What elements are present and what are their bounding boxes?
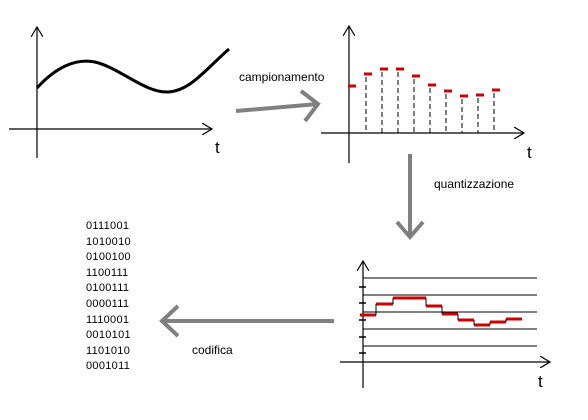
quantized-t-label: t [538,372,543,391]
analog-t-label: t [215,138,220,157]
binary-code: 1010010 [86,235,131,248]
binary-code: 1101010 [86,344,131,357]
quantization-levels [359,277,537,354]
binary-code: 0001011 [86,360,131,373]
binary-code: 0100111 [86,282,130,295]
sampling-arrow [235,89,321,123]
sampled-signal-panel [321,26,524,163]
quantized-steps [360,296,522,327]
binary-code: 0000111 [86,297,130,310]
binary-code: 0100100 [86,251,131,264]
quantized-signal-panel [340,261,550,388]
quantization-arrow [395,154,425,241]
sampling-label: campionamento [239,70,325,84]
encoding-arrow [159,304,334,338]
encoding-label: codifica [192,343,233,357]
analog-signal-curve [35,47,230,94]
binary-code: 0111001 [86,220,130,232]
analog-signal-panel [9,27,230,158]
binary-code: 1110001 [86,313,130,326]
quantization-label: quantizzazione [434,177,515,191]
sampled-t-label: t [527,143,532,162]
binary-code: 0010101 [86,329,131,342]
binary-code: 1100111 [86,266,129,279]
sample-points [348,67,500,133]
binary-codes-list: 0111001 1010010 0100100 1100111 0100111 00001… [86,219,131,375]
